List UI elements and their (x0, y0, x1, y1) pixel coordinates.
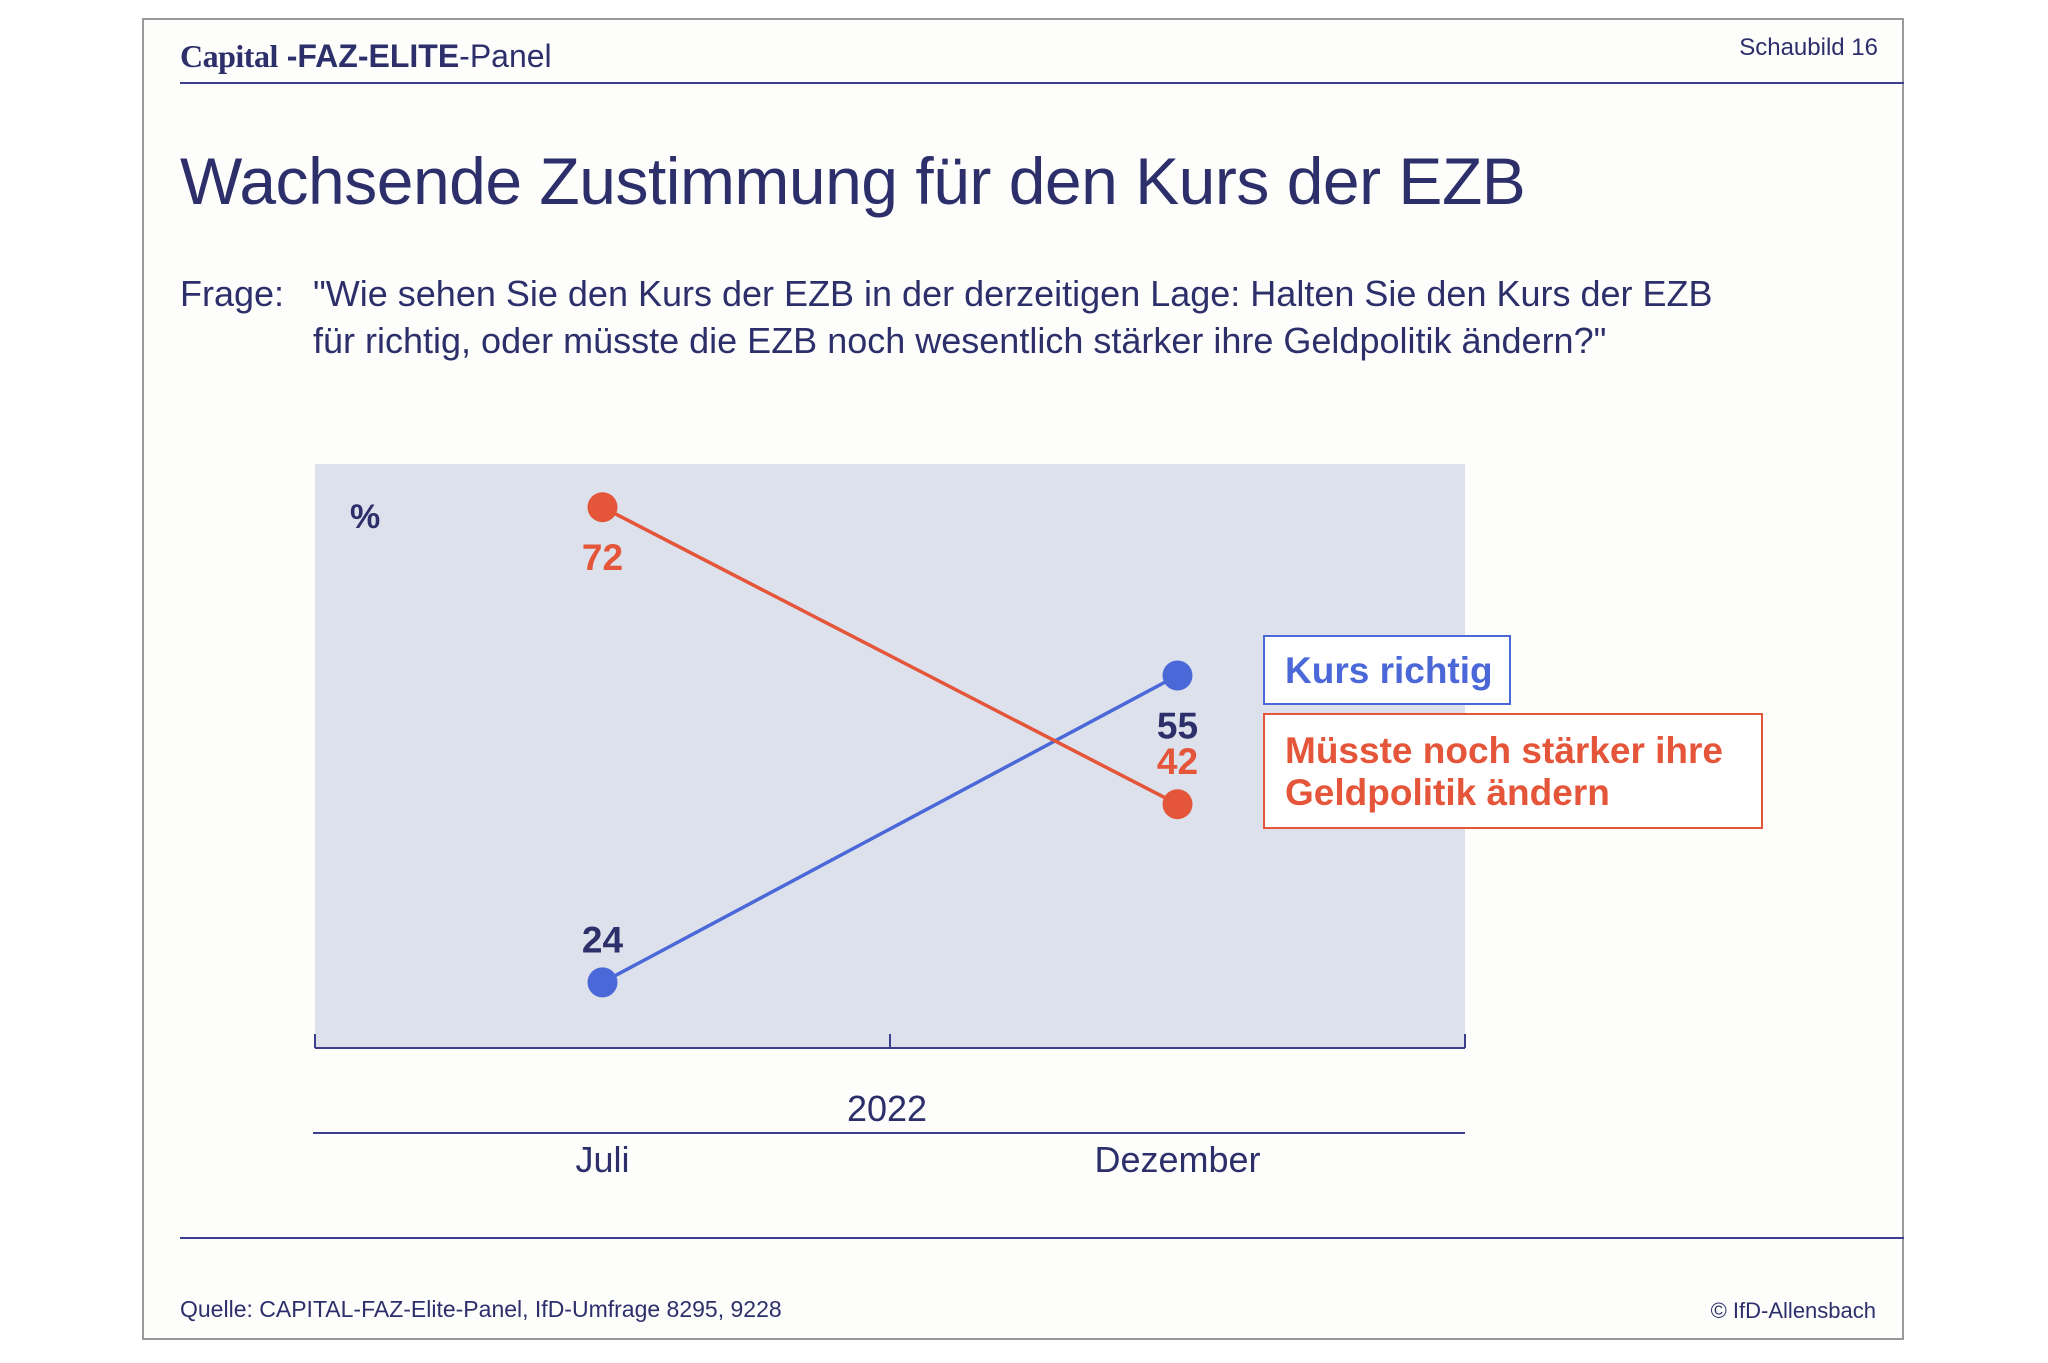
brand-logo: Capital -FAZ-ELITE-Panel (180, 38, 552, 75)
brand-capital: Capital (180, 38, 278, 74)
sheet-number: Schaubild 16 (1739, 34, 1878, 61)
legend-kurs-richtig-label: Kurs richtig (1285, 650, 1493, 691)
unit-label: % (350, 498, 380, 536)
brand-panel: -Panel (459, 38, 552, 74)
series-layer: 24 55 72 42 (582, 492, 1198, 998)
question-label: Frage: (180, 273, 285, 314)
year-label: 2022 (847, 1088, 927, 1129)
survey-question: Frage: "Wie sehen Sie den Kurs der EZB in… (180, 270, 1800, 364)
series-line (601, 673, 1179, 984)
question-line-1: "Wie sehen Sie den Kurs der EZB in der d… (313, 273, 1713, 314)
brand-faz-elite: -FAZ-ELITE (277, 38, 460, 74)
data-label: 72 (582, 537, 623, 578)
legend-geldpolitik-aendern-label: Müsste noch stärker ihre Geldpolitik änd… (1285, 730, 1723, 813)
data-point (1162, 789, 1193, 820)
footer-rule (180, 1237, 1904, 1239)
legend-kurs-richtig: Kurs richtig (1263, 635, 1511, 705)
data-point (587, 492, 618, 523)
legend-geldpolitik-aendern: Müsste noch stärker ihre Geldpolitik änd… (1263, 713, 1763, 829)
data-point (587, 967, 618, 998)
data-label: 55 (1157, 706, 1198, 747)
data-label: 42 (1157, 741, 1198, 782)
data-label: 24 (582, 919, 624, 960)
source-note: Quelle: CAPITAL-FAZ-Elite-Panel, IfD-Umf… (180, 1296, 782, 1322)
header-rule (180, 82, 1904, 84)
series-line (601, 505, 1179, 806)
x-tick-label: Dezember (1094, 1139, 1260, 1180)
copyright-note: © IfD-Allensbach (1710, 1298, 1876, 1323)
data-point (1162, 660, 1193, 691)
x-axis: Juli Dezember (314, 1034, 1466, 1180)
page-title: Wachsende Zustimmung für den Kurs der EZ… (180, 144, 1526, 218)
question-line-2: für richtig, oder müsste die EZB noch we… (313, 320, 1607, 361)
x-tick-label: Juli (575, 1139, 629, 1180)
